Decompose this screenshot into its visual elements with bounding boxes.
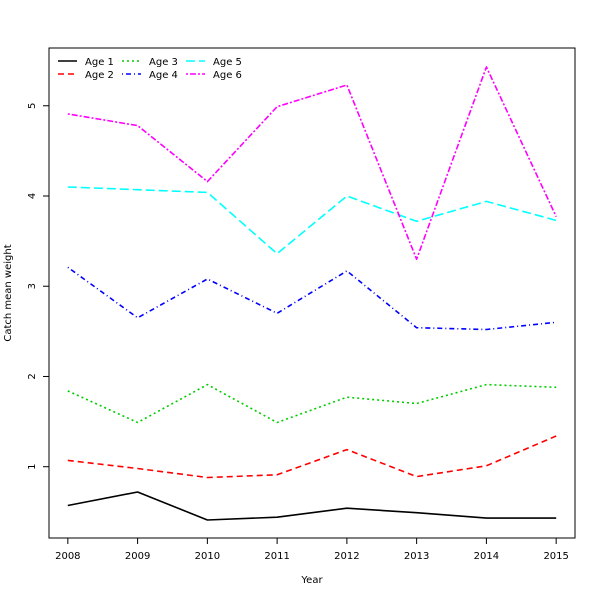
y-tick-label: 1 — [27, 464, 38, 470]
y-axis-title: Catch mean weight — [3, 244, 14, 341]
x-tick-label: 2013 — [404, 551, 429, 562]
x-tick-label: 2011 — [264, 551, 289, 562]
x-tick-label: 2010 — [195, 551, 220, 562]
series-line-age-3 — [67, 383, 557, 424]
series-lines — [67, 66, 557, 521]
series-line-age-5 — [67, 186, 557, 255]
axes: 2008 2009 2010 2011 2012 2013 2014 2015 1 2 3 4 5 — [27, 103, 569, 562]
x-tick-label: 2012 — [334, 551, 359, 562]
x-tick-label: 2009 — [125, 551, 150, 562]
plot-frame — [48, 47, 576, 539]
legend-label: Age 1 — [85, 57, 114, 68]
y-tick-label: 3 — [27, 283, 38, 289]
legend-label: Age 3 — [149, 57, 178, 68]
x-tick-label: 2008 — [55, 551, 80, 562]
series-line-age-2 — [67, 435, 557, 479]
x-tick-label: 2014 — [474, 551, 499, 562]
legend-label: Age 5 — [213, 57, 242, 68]
legend-label: Age 6 — [213, 70, 242, 81]
series-line-age-6 — [67, 66, 557, 261]
legend-label: Age 4 — [149, 70, 178, 81]
legend-label: Age 2 — [85, 70, 114, 81]
x-axis-title: Year — [300, 575, 323, 586]
y-tick-label: 4 — [27, 193, 38, 199]
series-line-age-1 — [67, 491, 557, 521]
x-tick-label: 2015 — [543, 551, 568, 562]
series-line-age-4 — [67, 266, 557, 331]
legend: Age 1 Age 2 Age 3 Age 4 Age 5 Age 6 — [58, 57, 242, 81]
y-tick-label: 5 — [27, 103, 38, 109]
y-tick-label: 2 — [27, 373, 38, 379]
